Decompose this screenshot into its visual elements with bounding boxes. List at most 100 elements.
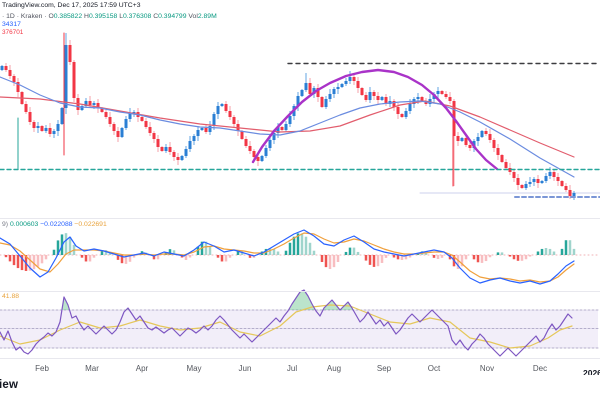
macd-hist-bar [300, 233, 304, 255]
macd-hist-bar [268, 248, 272, 255]
macd-hist-bar [120, 255, 124, 264]
macd-hist-bar [548, 248, 552, 255]
time-axis-label-nov[interactable]: Nov [479, 364, 495, 373]
macd-hist-bar [184, 255, 188, 260]
candle [284, 124, 288, 130]
candle [0, 66, 4, 70]
time-axis-label-oct[interactable]: Oct [427, 364, 441, 373]
time-axis-label-may[interactable]: May [186, 364, 202, 373]
time-axis-label-dec[interactable]: Dec [532, 364, 548, 373]
ma-slow-value-row[interactable]: 376701 [2, 29, 23, 37]
macd-hist-bar [408, 255, 412, 258]
time-axis-label-feb[interactable]: Feb [35, 364, 49, 373]
macd-hist-bar [364, 255, 368, 261]
candle [40, 126, 44, 131]
candle [48, 128, 52, 134]
macd-hist-bar [12, 255, 16, 266]
ma-fast-value-row[interactable]: 34317 [2, 21, 21, 29]
macd-hist-bar [560, 248, 564, 255]
candle [548, 172, 552, 176]
macd-hist-bar [544, 248, 548, 255]
time-axis-label-sep[interactable]: Sep [376, 364, 392, 373]
macd-histogram [4, 233, 576, 271]
oscillator-smoothing-line [0, 304, 573, 349]
candle [264, 148, 268, 156]
candle [500, 155, 504, 162]
candle [560, 181, 564, 186]
candle [340, 84, 344, 87]
candle [496, 148, 500, 155]
macd-hist-bar [284, 250, 288, 255]
candle [336, 87, 340, 89]
candle [84, 101, 88, 106]
candle [528, 182, 532, 184]
candle [172, 152, 176, 157]
candle [380, 97, 384, 100]
macd-hist-bar [472, 255, 476, 260]
time-axis-label-aug[interactable]: Aug [326, 364, 342, 373]
macd-hist-bar [168, 249, 172, 255]
macd-hist-bar [292, 236, 296, 255]
open-label: O [48, 13, 54, 20]
macd-pane [0, 229, 600, 285]
candle [352, 77, 356, 81]
macd-hist-bar [36, 255, 40, 267]
time-axis-label-jul[interactable]: Jul [286, 364, 298, 373]
macd-params-suffix: 9) [2, 221, 9, 228]
macd-hist-bar [540, 248, 544, 255]
candle [384, 97, 388, 104]
macd-hist-bar [348, 247, 352, 255]
symbol-interval-exchange: · 1D · Kraken · [2, 13, 47, 20]
candle [316, 88, 320, 97]
candle [4, 66, 8, 70]
macd-hist-bar [456, 255, 460, 269]
candle [104, 112, 108, 117]
macd-hist-bar [320, 255, 324, 262]
macd-hist-bar [572, 248, 576, 255]
candle [32, 122, 36, 128]
macd-indicator-legend[interactable]: 9) 0.000603 −0.022088 −0.022691 [2, 221, 107, 229]
time-axis-label-mar[interactable]: Mar [85, 364, 99, 373]
macd-hist-bar [228, 255, 232, 258]
symbol-ohlc-row[interactable]: · 1D · Kraken · O0.385822 H0.395158 L0.3… [2, 13, 217, 21]
macd-hist-bar [552, 251, 556, 255]
macd-hist-bar [188, 255, 192, 258]
macd-hist-bar [476, 255, 480, 263]
time-axis-label-jun[interactable]: Jun [238, 364, 252, 373]
macd-hist-bar [308, 242, 312, 255]
candle [260, 156, 264, 161]
macd-line [0, 229, 575, 285]
candle [408, 104, 412, 111]
candle [304, 83, 308, 90]
macd-hist-bar [196, 246, 200, 255]
candle [80, 106, 84, 110]
candle [504, 162, 508, 168]
macd-hist-bar [84, 255, 88, 262]
candle [216, 106, 220, 114]
macd-hist-bar [496, 252, 500, 255]
candle [16, 82, 20, 92]
macd-hist-bar [332, 255, 336, 268]
macd-hist-bar [356, 251, 360, 255]
oscillator-indicator-legend[interactable]: 41.88 [2, 293, 19, 301]
macd-hist-bar [536, 251, 540, 255]
price-pane [0, 32, 600, 200]
macd-hist-bar [124, 255, 128, 264]
ma-fast-value: 34317 [2, 21, 21, 28]
macd-signal-line [0, 232, 575, 283]
macd-hist-bar [92, 255, 96, 258]
candle [520, 185, 524, 188]
candle [168, 147, 172, 152]
macd-hist-bar [460, 255, 464, 267]
macd-hist-bar [524, 255, 528, 260]
candle [112, 124, 116, 131]
macd-hist-bar [204, 241, 208, 255]
candle [512, 172, 516, 178]
rsi-pane [0, 289, 599, 357]
macd-hist-value: 0.000603 [9, 221, 39, 228]
oscillator-line [0, 289, 573, 357]
time-axis-label-apr[interactable]: Apr [135, 364, 149, 373]
volume-label: Vol [188, 13, 198, 20]
candle [344, 81, 348, 84]
